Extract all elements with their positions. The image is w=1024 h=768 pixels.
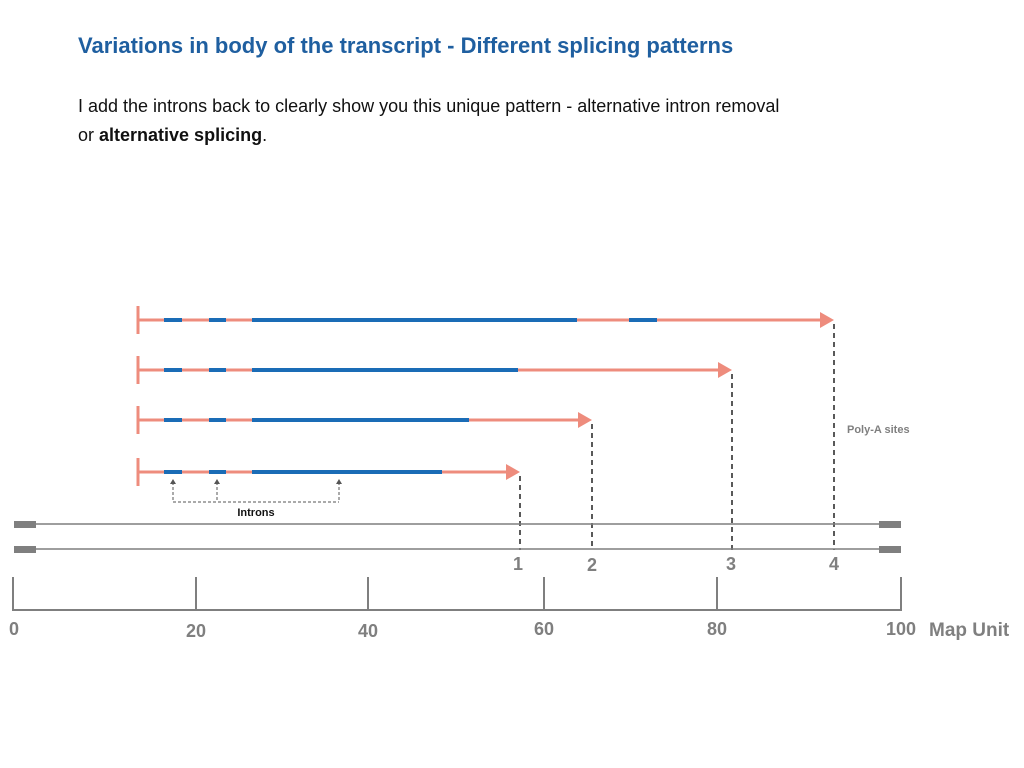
genome-line: [14, 521, 901, 553]
body-bold-term: alternative splicing: [99, 125, 263, 145]
arrow-head-icon: [820, 312, 834, 328]
introns-label: Introns: [237, 507, 274, 519]
axis-tick-40: 40: [358, 621, 378, 641]
site-label-1: 1: [513, 554, 523, 574]
body-prefix: or: [78, 125, 100, 145]
axis-tick-100: 100: [886, 619, 916, 639]
transcript-2: [136, 406, 592, 434]
slide-body-text: I add the introns back to clearly show y…: [78, 92, 878, 150]
site-label-3: 3: [726, 554, 736, 574]
site-label-4: 4: [829, 554, 839, 574]
axis-tick-20: 20: [186, 621, 206, 641]
body-line-1: I add the introns back to clearly show y…: [78, 96, 780, 116]
axis-tick-80: 80: [707, 619, 727, 639]
slide-title: Variations in body of the transcript - D…: [78, 33, 734, 58]
body-suffix: .: [262, 125, 268, 145]
axis-unit-label: Map Unit: [929, 620, 1010, 641]
arrow-head-icon: [718, 362, 732, 378]
intron-markers: [170, 479, 342, 503]
arrow-head-icon: [578, 412, 592, 428]
map-unit-axis: [12, 577, 902, 611]
transcript-3: [136, 356, 732, 384]
axis-tick-60: 60: [534, 619, 554, 639]
poly-a-sites-label: Poly-A sites: [847, 424, 910, 436]
site-label-2: 2: [587, 555, 597, 575]
arrow-head-icon: [506, 464, 520, 480]
poly-a-guides: [519, 324, 835, 550]
axis-tick-0: 0: [9, 619, 19, 639]
transcript-1: [136, 458, 520, 486]
transcript-4: [136, 306, 834, 334]
